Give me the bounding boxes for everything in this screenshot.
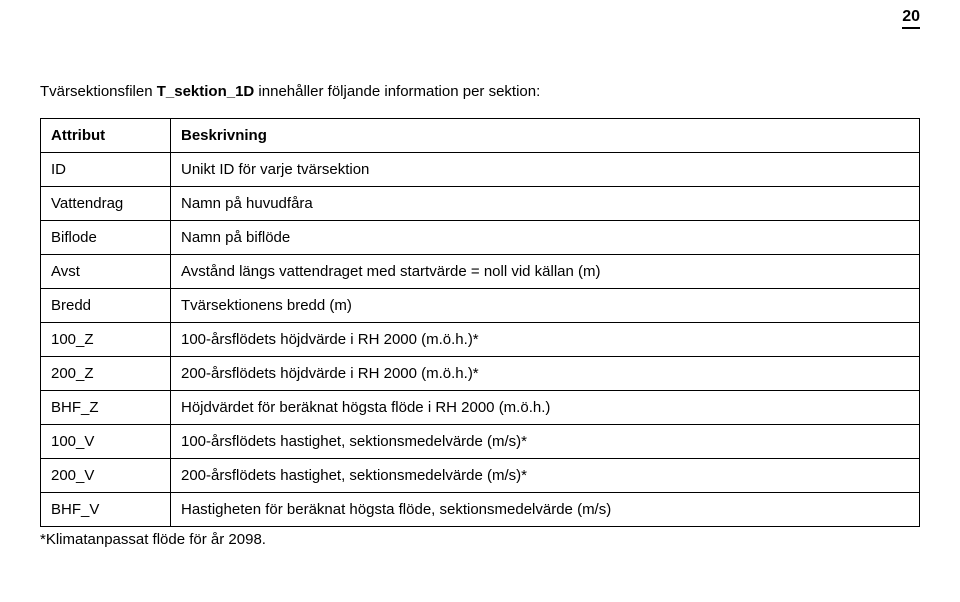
table-cell-attr: Biflode — [41, 221, 171, 255]
table-header-row: Attribut Beskrivning — [41, 119, 920, 153]
table-row: 200_Z 200-årsflödets höjdvärde i RH 2000… — [41, 357, 920, 391]
table-cell-attr: Bredd — [41, 289, 171, 323]
table-row: 100_Z 100-årsflödets höjdvärde i RH 2000… — [41, 323, 920, 357]
table-cell-desc: Unikt ID för varje tvärsektion — [171, 153, 920, 187]
attributes-table: Attribut Beskrivning ID Unikt ID för var… — [40, 118, 920, 527]
page: 20 Tvärsektionsfilen T_sektion_1D innehå… — [0, 0, 960, 602]
intro-suffix: innehåller följande information per sekt… — [254, 83, 540, 100]
table-row: BHF_Z Höjdvärdet för beräknat högsta flö… — [41, 391, 920, 425]
table-cell-attr: BHF_Z — [41, 391, 171, 425]
table-header-attribut: Attribut — [41, 119, 171, 153]
table-row: 200_V 200-årsflödets hastighet, sektions… — [41, 459, 920, 493]
table-cell-desc: Namn på biflöde — [171, 221, 920, 255]
table-cell-desc: Höjdvärdet för beräknat högsta flöde i R… — [171, 391, 920, 425]
table-row: Biflode Namn på biflöde — [41, 221, 920, 255]
table-cell-desc: 100-årsflödets hastighet, sektionsmedelv… — [171, 425, 920, 459]
table-row: Vattendrag Namn på huvudfåra — [41, 187, 920, 221]
table-row: Bredd Tvärsektionens bredd (m) — [41, 289, 920, 323]
table-header-beskrivning: Beskrivning — [171, 119, 920, 153]
table-cell-desc: 100-årsflödets höjdvärde i RH 2000 (m.ö.… — [171, 323, 920, 357]
table-cell-attr: BHF_V — [41, 493, 171, 527]
intro-paragraph: Tvärsektionsfilen T_sektion_1D innehålle… — [40, 80, 920, 104]
table-cell-desc: Tvärsektionens bredd (m) — [171, 289, 920, 323]
table-cell-desc: 200-årsflödets höjdvärde i RH 2000 (m.ö.… — [171, 357, 920, 391]
table-row: ID Unikt ID för varje tvärsektion — [41, 153, 920, 187]
table-cell-attr: Vattendrag — [41, 187, 171, 221]
table-row: BHF_V Hastigheten för beräknat högsta fl… — [41, 493, 920, 527]
table-cell-attr: Avst — [41, 255, 171, 289]
table-cell-attr: 200_Z — [41, 357, 171, 391]
table-cell-desc: 200-årsflödets hastighet, sektionsmedelv… — [171, 459, 920, 493]
content-block: Tvärsektionsfilen T_sektion_1D innehålle… — [40, 65, 920, 563]
table-cell-desc: Hastigheten för beräknat högsta flöde, s… — [171, 493, 920, 527]
table-cell-attr: 200_V — [41, 459, 171, 493]
table-cell-desc: Avstånd längs vattendraget med startvärd… — [171, 255, 920, 289]
table-row: Avst Avstånd längs vattendraget med star… — [41, 255, 920, 289]
intro-bold: T_sektion_1D — [157, 83, 255, 100]
footnote: *Klimatanpassat flöde för år 2098. — [40, 531, 920, 548]
table-cell-attr: 100_Z — [41, 323, 171, 357]
table-cell-attr: ID — [41, 153, 171, 187]
table-cell-desc: Namn på huvudfåra — [171, 187, 920, 221]
table-cell-attr: 100_V — [41, 425, 171, 459]
page-number: 20 — [902, 8, 920, 29]
table-row: 100_V 100-årsflödets hastighet, sektions… — [41, 425, 920, 459]
intro-prefix: Tvärsektionsfilen — [40, 83, 157, 100]
